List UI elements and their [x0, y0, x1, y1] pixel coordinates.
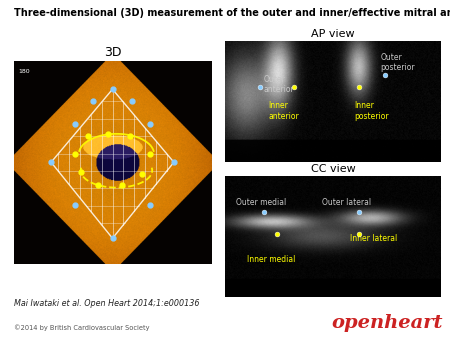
Text: openheart: openheart: [331, 314, 443, 332]
Text: AP view: AP view: [311, 29, 355, 39]
Text: ©2014 by British Cardiovascular Society: ©2014 by British Cardiovascular Society: [14, 324, 149, 331]
Text: Mai Iwataki et al. Open Heart 2014;1:e000136: Mai Iwataki et al. Open Heart 2014;1:e00…: [14, 299, 199, 308]
Text: 3D: 3D: [104, 46, 121, 59]
Text: Outer lateral: Outer lateral: [322, 198, 371, 207]
Text: Inner lateral: Inner lateral: [350, 234, 397, 243]
Text: 180: 180: [18, 69, 30, 74]
Text: Outer
anterior: Outer anterior: [264, 75, 295, 94]
Text: Outer
posterior: Outer posterior: [381, 53, 415, 72]
Text: Three-dimensional (3D) measurement of the outer and inner/effective mitral annul: Three-dimensional (3D) measurement of th…: [14, 8, 450, 19]
Text: CC view: CC view: [310, 164, 356, 174]
Text: Inner
posterior: Inner posterior: [355, 101, 389, 121]
Text: Outer medial: Outer medial: [236, 198, 286, 207]
Text: Inner medial: Inner medial: [247, 255, 295, 264]
Text: Inner
anterior: Inner anterior: [268, 101, 299, 121]
